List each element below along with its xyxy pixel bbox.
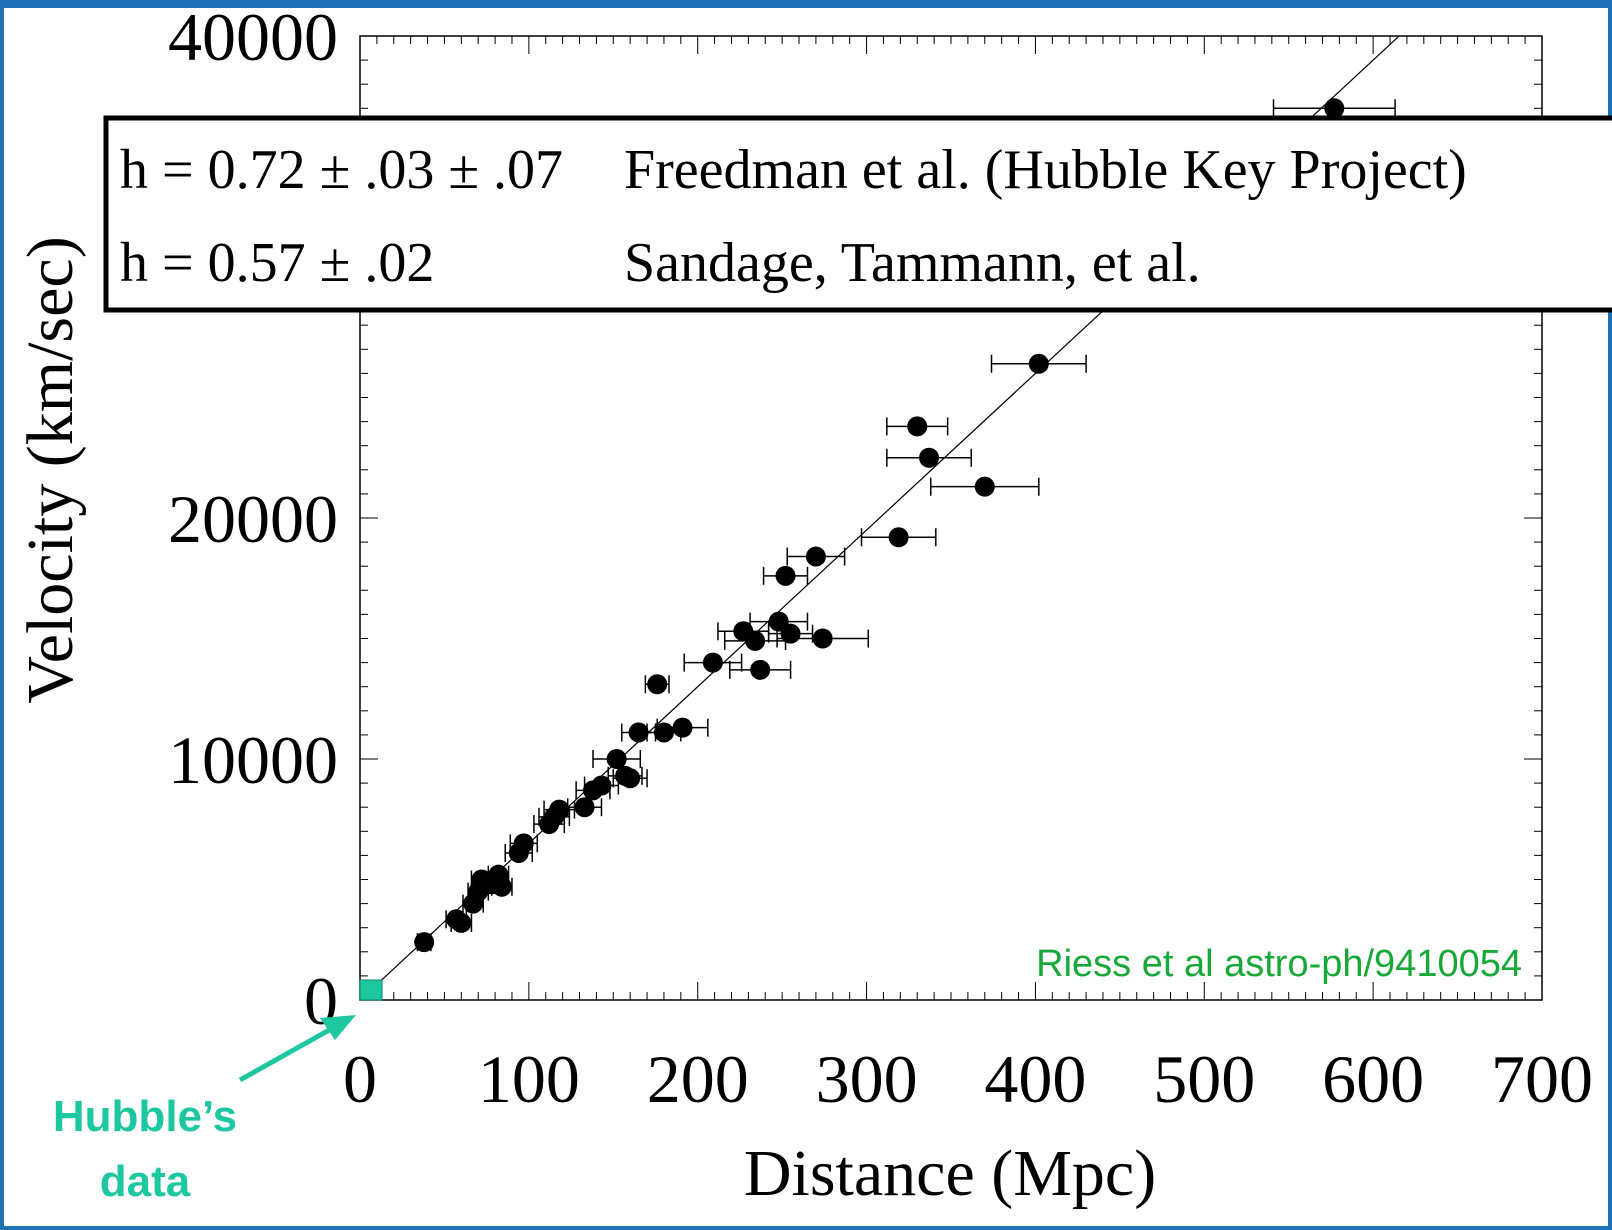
point-marker xyxy=(1029,354,1049,374)
data-point xyxy=(931,477,1039,497)
hubble-label-line2: data xyxy=(100,1157,191,1206)
point-marker xyxy=(414,932,434,952)
x-tick-label: 600 xyxy=(1322,1041,1424,1117)
data-point xyxy=(451,913,471,933)
point-marker xyxy=(673,718,693,738)
y-tick-label: 10000 xyxy=(168,722,338,798)
point-marker xyxy=(629,722,649,742)
data-point xyxy=(414,932,434,952)
legend-row1-formula: h = 0.72 ± .03 ± .07 xyxy=(120,139,563,201)
data-point xyxy=(887,448,971,468)
riess-citation: Riess et al astro-ph/9410054 xyxy=(1036,943,1522,985)
data-point xyxy=(764,566,808,586)
point-marker xyxy=(745,631,765,651)
legend-box: h = 0.72 ± .03 ± .07 Freedman et al. (Hu… xyxy=(106,118,1612,310)
point-marker xyxy=(813,629,833,649)
point-marker xyxy=(919,448,939,468)
point-marker xyxy=(806,547,826,567)
data-point xyxy=(862,527,936,547)
data-point xyxy=(645,674,669,694)
point-marker xyxy=(889,527,909,547)
hubble-data-marker xyxy=(360,980,382,1000)
point-marker xyxy=(750,660,770,680)
point-marker xyxy=(451,913,471,933)
data-point xyxy=(887,416,948,436)
data-point xyxy=(568,797,602,817)
hubble-label-line1: Hubble’s xyxy=(53,1092,237,1141)
data-point xyxy=(787,547,844,567)
x-tick-label: 500 xyxy=(1153,1041,1255,1117)
hubble-arrow-shaft xyxy=(240,1024,340,1080)
x-tick-label: 400 xyxy=(984,1041,1086,1117)
point-marker xyxy=(975,477,995,497)
x-tick-labels: 0 100 200 300 400 500 600 700 xyxy=(343,1041,1593,1117)
point-marker xyxy=(492,877,512,897)
point-marker xyxy=(776,566,796,586)
legend-row1-source: Freedman et al. (Hubble Key Project) xyxy=(624,139,1467,201)
legend-row2-formula: h = 0.57 ± .02 xyxy=(120,232,434,294)
data-point xyxy=(593,749,640,769)
x-tick-label: 700 xyxy=(1491,1041,1593,1117)
x-tick-label: 200 xyxy=(647,1041,749,1117)
data-point xyxy=(492,877,512,897)
data-point xyxy=(992,354,1087,374)
y-tick-label: 20000 xyxy=(168,481,338,557)
legend-row2-source: Sandage, Tammann, et al. xyxy=(624,232,1201,294)
point-marker xyxy=(703,653,723,673)
x-tick-label: 100 xyxy=(478,1041,580,1117)
y-axis-label: Velocity (km/sec) xyxy=(14,236,87,703)
point-marker xyxy=(1324,98,1344,118)
point-marker xyxy=(907,416,927,436)
x-axis-label: Distance (Mpc) xyxy=(744,1137,1156,1210)
point-marker xyxy=(549,800,569,820)
x-tick-label: 300 xyxy=(816,1041,918,1117)
y-tick-label: 40000 xyxy=(168,0,338,75)
point-marker xyxy=(620,768,640,788)
point-marker xyxy=(647,674,667,694)
data-point xyxy=(1274,98,1396,118)
point-marker xyxy=(514,833,534,853)
x-tick-label: 0 xyxy=(343,1041,377,1117)
point-marker xyxy=(781,624,801,644)
